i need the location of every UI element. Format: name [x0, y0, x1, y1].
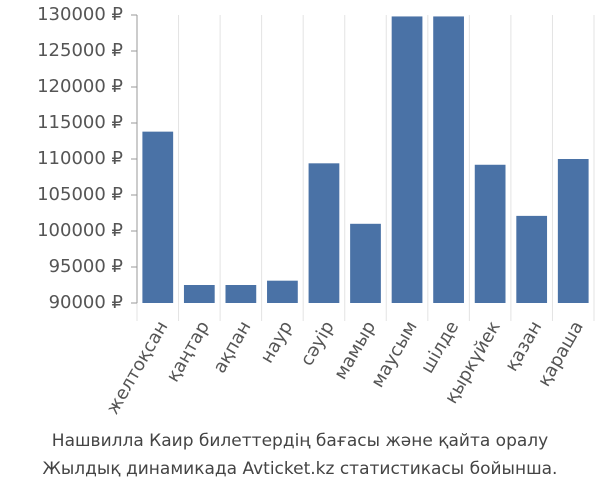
y-tick-label: 95000 ₽ [49, 256, 123, 277]
bar [350, 223, 381, 303]
bar [433, 16, 464, 303]
y-tick-label: 125000 ₽ [37, 40, 123, 61]
bar [142, 131, 174, 303]
bar [225, 285, 257, 303]
y-tick-label: 105000 ₽ [37, 184, 123, 205]
x-tick-label: қазан [501, 318, 546, 376]
bar [267, 280, 298, 303]
y-tick-label: 110000 ₽ [37, 148, 123, 169]
bar [516, 215, 548, 303]
bar [474, 164, 506, 303]
y-tick-label: 130000 ₽ [37, 4, 123, 25]
y-tick-label: 115000 ₽ [37, 112, 123, 133]
y-tick-label: 120000 ₽ [37, 76, 123, 97]
bar [183, 285, 215, 303]
x-tick-label: ақпан [209, 318, 255, 377]
caption-line: Нашвилла Каир билеттердің бағасы және қа… [52, 431, 548, 451]
x-tick-label: сәуір [296, 318, 338, 370]
x-tick-label: наур [256, 318, 297, 367]
x-tick-label: шілде [417, 318, 463, 377]
x-tick-label: желтоқсан [102, 318, 172, 418]
bar [391, 16, 423, 303]
y-tick-label: 90000 ₽ [49, 292, 123, 313]
bar [557, 159, 589, 303]
caption-line: Жылдық динамикада Avticket.kz статистика… [43, 459, 558, 479]
bar [308, 163, 340, 303]
y-tick-label: 100000 ₽ [37, 220, 123, 241]
